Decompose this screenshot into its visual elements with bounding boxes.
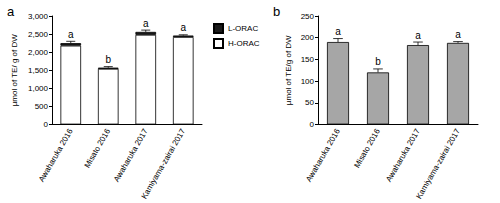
- svg-text:b: b: [105, 54, 111, 65]
- svg-text:Kamiyama-zairai 2017: Kamiyama-zairai 2017: [140, 127, 188, 201]
- svg-text:50: 50: [305, 98, 314, 107]
- svg-text:a: a: [68, 29, 74, 40]
- svg-text:b: b: [273, 4, 280, 19]
- svg-text:Kamiyama-zairai 2017: Kamiyama-zairai 2017: [414, 127, 462, 201]
- svg-text:µmol of TE/ g of DW: µmol of TE/ g of DW: [10, 34, 19, 106]
- svg-text:150: 150: [301, 55, 315, 64]
- svg-text:200: 200: [301, 33, 315, 42]
- svg-text:H-ORAC: H-ORAC: [228, 39, 260, 48]
- svg-text:Misato 2016: Misato 2016: [83, 127, 113, 170]
- svg-text:0: 0: [44, 120, 49, 129]
- svg-text:2,500: 2,500: [28, 30, 49, 39]
- svg-text:L-ORAC: L-ORAC: [228, 24, 258, 33]
- svg-text:a: a: [180, 22, 186, 33]
- svg-text:a: a: [143, 18, 149, 29]
- svg-text:500: 500: [35, 102, 49, 111]
- svg-text:µmol of TE/g of DW: µmol of TE/g of DW: [284, 35, 293, 105]
- svg-text:a: a: [455, 29, 461, 40]
- svg-text:3,000: 3,000: [28, 12, 49, 21]
- svg-text:Awaharuka 2017: Awaharuka 2017: [384, 127, 422, 184]
- svg-text:250: 250: [301, 12, 315, 21]
- svg-text:Awaharuka 2016: Awaharuka 2016: [37, 127, 75, 184]
- svg-text:1,000: 1,000: [28, 84, 49, 93]
- svg-text:100: 100: [301, 77, 315, 86]
- svg-text:1,500: 1,500: [28, 66, 49, 75]
- svg-text:0: 0: [310, 120, 315, 129]
- svg-text:a: a: [335, 26, 341, 37]
- svg-text:Awaharuka 2017: Awaharuka 2017: [112, 127, 150, 184]
- svg-text:Awaharuka 2016: Awaharuka 2016: [304, 127, 342, 184]
- svg-text:a: a: [7, 4, 15, 19]
- svg-text:2,000: 2,000: [28, 48, 49, 57]
- svg-text:a: a: [415, 30, 421, 41]
- svg-text:b: b: [375, 56, 381, 67]
- svg-text:Misato 2016: Misato 2016: [352, 127, 382, 170]
